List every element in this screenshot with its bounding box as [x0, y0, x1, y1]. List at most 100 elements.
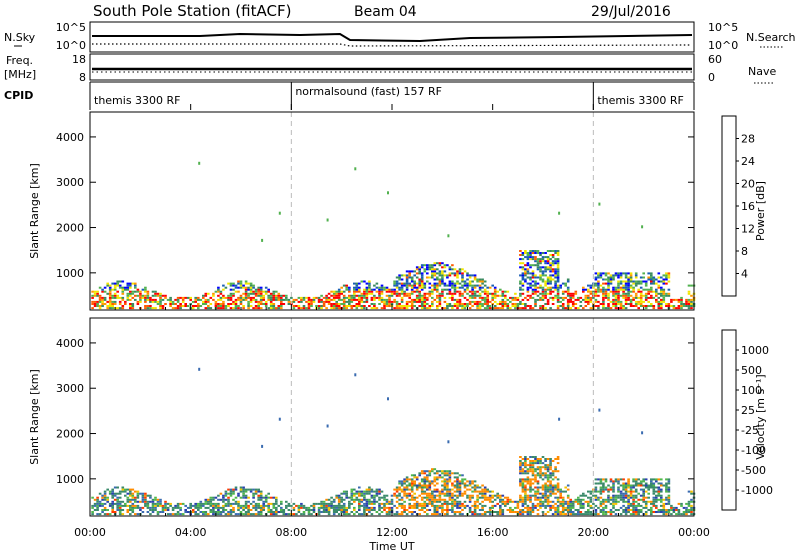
range-cell [660, 276, 663, 279]
y-tick-label: 2000 [56, 222, 84, 235]
range-cell [496, 303, 499, 305]
range-cell [290, 296, 293, 299]
range-cell [481, 278, 484, 281]
range-cell [546, 466, 550, 469]
range-cell [602, 513, 605, 516]
range-cell [587, 511, 590, 513]
range-cell [504, 305, 507, 307]
range-cell [267, 294, 270, 297]
range-cell [531, 466, 535, 469]
range-cell [121, 288, 125, 291]
range-cell [227, 498, 230, 501]
range-cell [448, 476, 452, 479]
range-cell [657, 300, 661, 303]
range-cell [549, 509, 552, 511]
range-cell [655, 506, 658, 509]
range-cell [461, 502, 464, 505]
range-cell [410, 303, 414, 305]
range-cell [657, 303, 661, 305]
range-cell [632, 506, 635, 509]
range-cell [146, 511, 150, 513]
range-cell [408, 511, 411, 513]
range-cell [423, 303, 427, 305]
range-cell [242, 492, 245, 495]
range-cell [493, 307, 497, 310]
range-cell [385, 286, 389, 289]
range-cell [539, 252, 542, 254]
range-cell [116, 500, 119, 503]
range-cell [456, 478, 459, 481]
range-cell [297, 305, 301, 307]
range-cell [176, 305, 180, 307]
range-cell [269, 511, 273, 513]
range-cell [571, 500, 575, 503]
range-cell [403, 511, 406, 513]
range-cell [418, 494, 421, 497]
range-cell [249, 290, 253, 293]
range-cell [237, 305, 240, 307]
range-cell [589, 506, 593, 509]
range-cell [546, 268, 550, 271]
range-cell [385, 288, 389, 291]
range-cell [257, 513, 260, 516]
x-tick-label: 00:00 [74, 526, 106, 539]
range-cell [174, 303, 177, 305]
range-cell [194, 506, 197, 509]
range-cell [632, 484, 635, 487]
range-cell [541, 478, 545, 481]
range-cell [461, 268, 464, 271]
range-cell [342, 290, 346, 293]
range-cell [431, 494, 434, 497]
range-cell [385, 303, 389, 305]
range-cell [134, 284, 137, 287]
range-cell [546, 458, 550, 460]
range-cell [337, 494, 341, 497]
range-cell [624, 288, 628, 291]
range-cell [121, 292, 125, 295]
range-cell [118, 513, 122, 516]
range-cell [634, 504, 638, 507]
range-cell [458, 492, 462, 495]
range-cell [410, 270, 414, 273]
range-cell [247, 305, 250, 307]
range-cell [438, 272, 442, 275]
range-cell [332, 307, 336, 310]
range-cell [420, 492, 424, 495]
range-cell [113, 286, 117, 289]
range-cell [370, 307, 374, 310]
range-cell [272, 504, 276, 507]
range-cell [415, 506, 419, 509]
range-cell [285, 298, 288, 301]
range-cell [353, 294, 356, 297]
range-cell [612, 276, 615, 279]
range-cell [546, 474, 550, 477]
range-cell [624, 506, 628, 509]
range-cell [677, 511, 681, 513]
range-cell [544, 252, 547, 254]
range-cell [501, 305, 505, 307]
range-cell [539, 274, 542, 277]
range-cell [383, 494, 386, 497]
range-cell [446, 482, 449, 485]
range-cell [647, 486, 650, 489]
range-cell [262, 496, 265, 499]
range-cell [536, 466, 540, 469]
range-cell [98, 513, 102, 516]
range-cell [124, 286, 127, 289]
range-cell [400, 511, 404, 513]
range-cell [169, 296, 172, 299]
range-cell [529, 462, 532, 465]
range-cell [546, 464, 550, 467]
range-cell [599, 284, 603, 287]
range-cell [670, 509, 673, 511]
range-cell [504, 290, 507, 293]
range-cell [657, 292, 661, 295]
range-cell [342, 509, 346, 511]
range-cell [556, 294, 560, 297]
range-cell [589, 490, 593, 493]
range-cell [466, 282, 469, 285]
range-cell [660, 286, 663, 289]
range-cell [612, 274, 615, 277]
range-cell [388, 500, 391, 503]
range-cell [554, 511, 557, 513]
